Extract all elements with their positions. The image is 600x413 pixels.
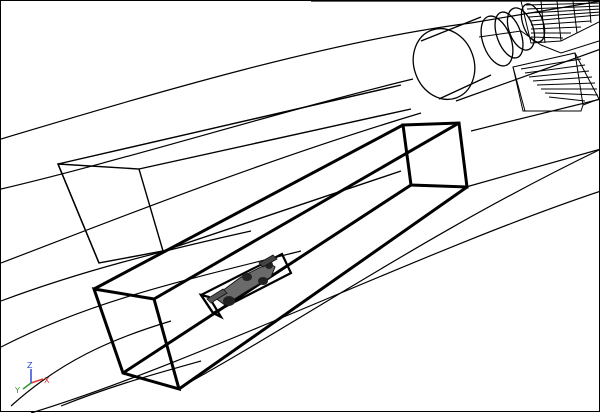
domain-line-5 bbox=[1, 230, 252, 302]
race-car-model[interactable] bbox=[206, 254, 278, 306]
domain-line-8 bbox=[60, 360, 202, 407]
domain-line-6 bbox=[1, 250, 302, 348]
fan-grille-upper[interactable] bbox=[478, 1, 600, 54]
x-axis-label: X bbox=[44, 376, 50, 385]
near-body-box[interactable] bbox=[198, 252, 293, 320]
y-axis-line bbox=[22, 382, 32, 390]
car-wheel-front bbox=[223, 296, 235, 306]
axis-triad: X Y Z bbox=[14, 361, 50, 395]
x-axis-line bbox=[30, 378, 44, 384]
z-axis-label: Z bbox=[27, 361, 33, 370]
car-rear-wing bbox=[258, 254, 278, 268]
car-front-wing bbox=[206, 288, 228, 304]
car-wheel-rear bbox=[258, 277, 268, 285]
domain-line-4 bbox=[1, 112, 422, 264]
domain-line-13 bbox=[30, 190, 600, 413]
domain-line-12 bbox=[180, 148, 600, 388]
domain-line-9 bbox=[455, 48, 600, 102]
cylinder-rings[interactable] bbox=[403, 1, 549, 108]
fan-grille-lower[interactable] bbox=[512, 52, 600, 112]
domain-line-2 bbox=[1, 1, 600, 140]
upstream-refinement-box[interactable] bbox=[56, 84, 412, 264]
domain-line-11 bbox=[465, 148, 600, 188]
domain-line-7 bbox=[10, 320, 172, 407]
domain-line-3 bbox=[1, 78, 414, 190]
car-wheel-front-2 bbox=[242, 273, 252, 281]
domain-line-10 bbox=[470, 98, 600, 132]
y-axis-label: Y bbox=[14, 386, 20, 395]
